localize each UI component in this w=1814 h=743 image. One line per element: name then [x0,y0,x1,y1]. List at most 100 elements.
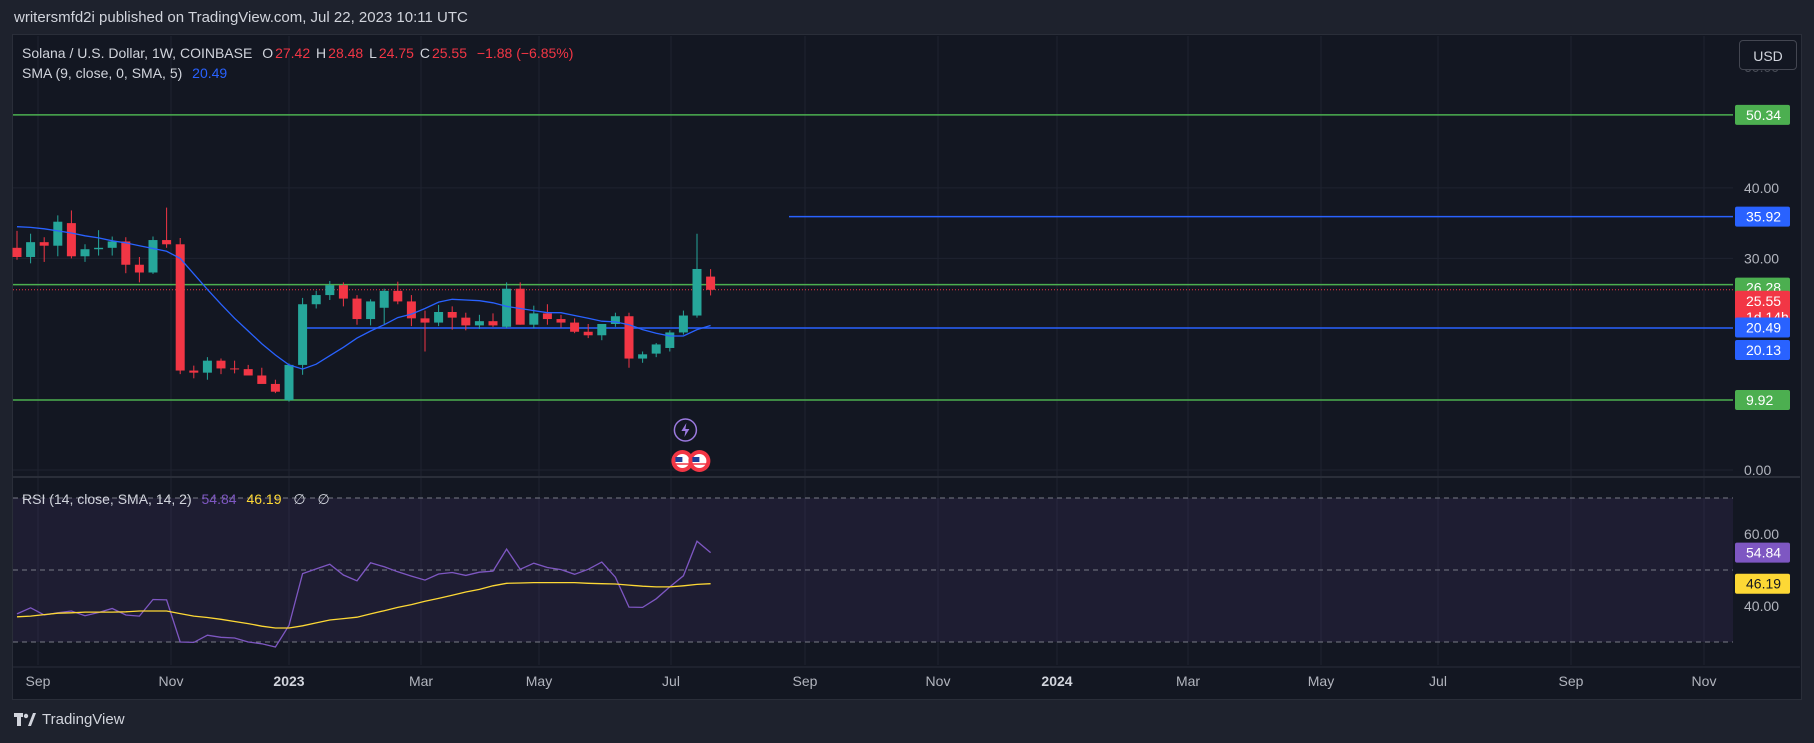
price-label-value: 50.34 [1746,107,1781,123]
ohlc-open-label: O [262,45,274,61]
candle-body [80,249,90,257]
time-axis-tick: Nov [159,673,184,689]
candle-body [284,364,294,401]
price-label-value: 25.55 [1746,293,1781,309]
candle-body [556,319,566,323]
candle-body [678,315,688,333]
candle-body [529,313,539,325]
rsi-sma-value: 46.19 [246,491,282,507]
ohlc-low-value: 24.75 [378,45,414,61]
lightning-glyph-icon [681,423,690,437]
candle-body [53,221,63,246]
time-axis-tick: May [1308,673,1334,689]
candle-body [597,323,607,336]
candle-body [66,223,76,257]
price-label-value: 9.92 [1746,392,1773,408]
rsi-value: 54.84 [201,491,237,507]
candle-body [175,244,185,371]
candle-body [651,344,661,354]
time-axis-tick: Jul [662,673,680,689]
candle-body [311,295,321,305]
candle-body [94,247,104,250]
candle-body [447,312,457,318]
candle-body [257,375,267,384]
ohlc-close-label: C [419,45,430,61]
price-label-box [1735,340,1790,361]
price-label-box [1735,390,1790,411]
sma-label: SMA (9, close, 0, SMA, 5) [22,65,183,81]
rsi-sma-line [16,581,711,629]
time-axis-tick: 2023 [273,673,304,689]
time-axis-tick: Nov [1692,673,1717,689]
price-axis-tick: 40.00 [1744,180,1779,196]
price-label-box [1735,317,1790,338]
time-axis-tick: 2024 [1041,673,1072,689]
time-axis-tick: Jul [1429,673,1447,689]
currency-button[interactable]: USD [1739,40,1797,70]
candle-body [230,368,240,370]
candle-body [406,301,416,319]
candle-body [134,264,144,273]
sma-value: 20.49 [192,65,228,81]
candle-body [298,304,308,365]
candle-body [121,241,131,265]
candle-body [243,369,253,376]
rsi-label-value: 54.84 [1746,545,1781,561]
ohlc-close-value: 25.55 [431,45,467,61]
time-axis-tick: Mar [409,673,433,689]
candle-body [638,354,648,359]
rsi-axis-tick: 40.00 [1744,598,1779,614]
candle-body [583,331,593,336]
price-axis-tick: 0.00 [1744,462,1771,478]
publisher-text: writersmfd2i published on TradingView.co… [14,9,468,26]
rsi-label-box [1735,542,1790,563]
time-axis-tick: May [526,673,552,689]
candle-body [420,318,430,323]
candle-body [189,370,199,373]
candle-body [706,276,716,290]
candle-body [488,321,498,326]
price-axis-tick: 30.00 [1744,250,1779,266]
candle-body [665,332,675,348]
ohlc-open-value: 27.42 [275,45,311,61]
rsi-label: RSI (14, close, SMA, 14, 2) [22,491,192,507]
candle-body [515,288,525,325]
sma-line [16,226,711,370]
candle-body [624,316,634,359]
candle-body [202,360,212,373]
candle-body [338,285,348,299]
candle-body [270,383,280,392]
candle-body [502,288,512,327]
candle-body [379,290,389,308]
publisher-bar: writersmfd2i published on TradingView.co… [0,0,1814,34]
time-axis-tick: Mar [1176,673,1200,689]
change-value: −1.88 (−6.85%) [476,45,574,61]
time-axis-tick: Nov [926,673,951,689]
candle-body [352,298,362,320]
footer-brand-label: TradingView [42,711,125,728]
candle-body [366,301,376,320]
candle-body [610,316,620,324]
candle-body [474,321,484,326]
time-axis-tick: Sep [793,673,818,689]
main-legend: Solana / U.S. Dollar, 1W, COINBASE O 27.4… [22,45,575,61]
tradingview-logo-icon [14,712,36,726]
rsi-extra-1: ∅ [293,491,306,507]
ohlc-high-label: H [316,45,327,61]
price-label-value: 20.13 [1746,342,1781,358]
rsi-label-box [1735,573,1790,594]
rsi-line [16,540,712,648]
candle-body [148,240,158,273]
candle-body [26,242,36,257]
time-axis-tick: Sep [1559,673,1584,689]
time-axis-tick: Sep [26,673,51,689]
rsi-extra-2: ∅ [317,491,330,507]
ohlc-low-label: L [369,45,377,61]
sma-legend: SMA (9, close, 0, SMA, 5) 20.49 [22,65,229,81]
candle-body [107,241,117,248]
candle-body [461,317,471,326]
candle-body [39,242,49,246]
candle-body [542,313,552,320]
candle-body [162,240,172,245]
